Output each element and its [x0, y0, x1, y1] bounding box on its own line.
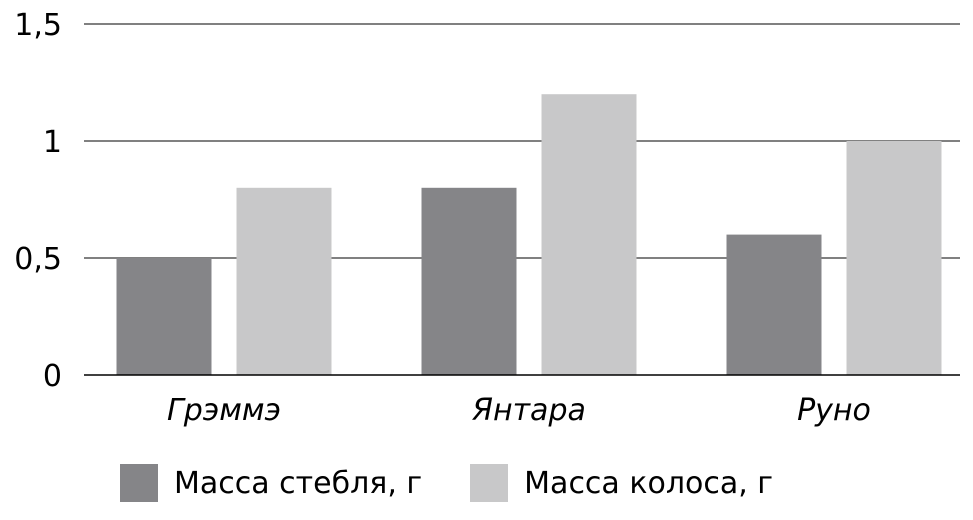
legend-label-ear-mass: Масса колоса, г	[524, 465, 774, 501]
legend-swatch-stem-mass	[120, 464, 158, 502]
bar-2-0	[726, 234, 822, 375]
legend-item-ear-mass: Масса колоса, г	[470, 464, 773, 502]
x-tick-label-0: Грэммэ	[167, 393, 281, 428]
y-tick-label-0: 0	[43, 359, 62, 394]
bar-0-1	[236, 187, 332, 375]
bar-1-1	[541, 94, 637, 375]
bar-1-0	[421, 187, 517, 375]
y-tick-label-2: 1	[43, 125, 62, 160]
bar-0-0	[116, 258, 212, 375]
y-tick-label-3: 1,5	[14, 8, 62, 43]
x-tick-label-2: Руно	[797, 393, 871, 428]
y-tick-label-1: 0,5	[14, 242, 62, 277]
legend-item-stem-mass: Масса стебля, г	[120, 464, 422, 502]
x-tick-label-1: Янтара	[471, 393, 586, 428]
bar-chart: 0 0,5 1 1,5 Грэммэ Янтара Руно	[14, 8, 960, 428]
bar-2-1	[846, 141, 942, 375]
legend-label-stem-mass: Масса стебля, г	[174, 465, 423, 501]
legend-swatch-ear-mass	[470, 464, 509, 502]
legend: Масса стебля, г Масса колоса, г	[120, 458, 821, 508]
